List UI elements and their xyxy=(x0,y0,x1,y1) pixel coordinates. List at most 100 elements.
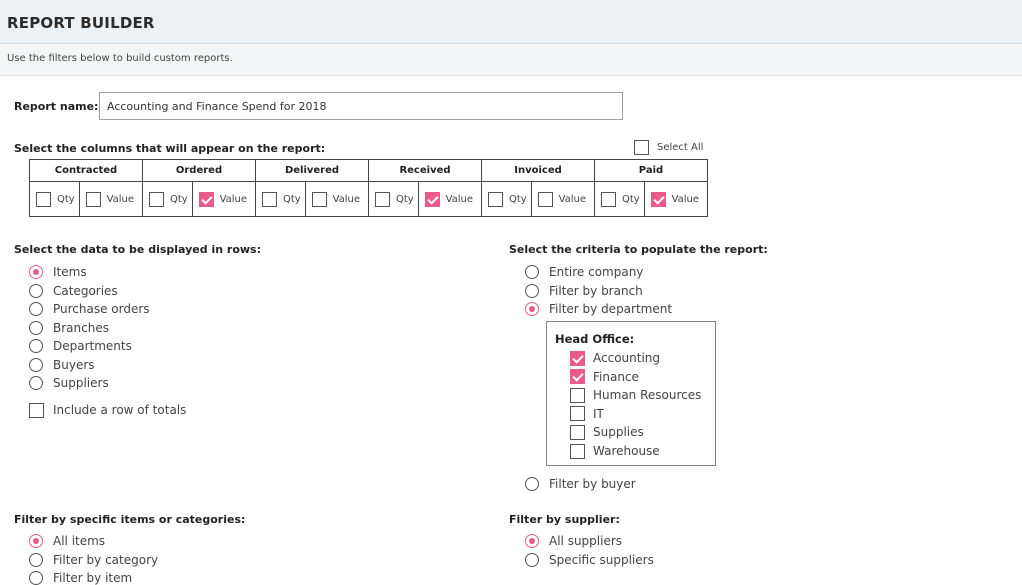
department-label: Human Resources xyxy=(593,388,702,403)
radio-branches[interactable]: Branches xyxy=(29,319,109,337)
radio-filter-by-item[interactable]: Filter by item xyxy=(29,569,132,585)
radio-circle[interactable] xyxy=(525,534,539,548)
department-checkbox[interactable] xyxy=(570,443,585,459)
radio-circle[interactable] xyxy=(29,339,43,353)
columns-table: Contracted Ordered Delivered Received Invoic… xyxy=(29,158,708,217)
value-label: Value xyxy=(558,193,587,205)
value-label: Value xyxy=(445,193,474,205)
delivered-value-checkbox[interactable] xyxy=(311,191,327,207)
radio-circle[interactable] xyxy=(29,571,43,585)
radio-label: Items xyxy=(53,265,87,279)
radio-circle[interactable] xyxy=(29,302,43,316)
department-checkbox[interactable] xyxy=(570,369,585,385)
radio-circle[interactable] xyxy=(525,265,539,279)
contracted-qty-option[interactable]: Qty xyxy=(30,191,79,207)
radio-items[interactable]: Items xyxy=(29,263,87,281)
radio-circle[interactable] xyxy=(29,552,43,567)
radio-circle[interactable] xyxy=(525,283,539,298)
department-human-resources[interactable]: Human Resources xyxy=(570,386,701,404)
radio-all-items[interactable]: All items xyxy=(29,532,105,550)
report-name-input[interactable] xyxy=(99,92,623,120)
paid-qty-option[interactable]: Qty xyxy=(595,191,644,207)
qty-label: Qty xyxy=(57,193,75,205)
ordered-value-option[interactable]: Value xyxy=(191,182,255,216)
column-group-options: Qty Value xyxy=(255,181,369,217)
totals-checkbox[interactable] xyxy=(29,402,44,418)
radio-label: Suppliers xyxy=(53,376,109,390)
radio-suppliers[interactable]: Suppliers xyxy=(29,374,109,392)
radio-circle[interactable] xyxy=(29,534,43,548)
invoiced-qty-checkbox[interactable] xyxy=(488,191,503,207)
radio-circle[interactable] xyxy=(525,552,539,567)
radio-circle[interactable] xyxy=(29,320,43,335)
radio-circle[interactable] xyxy=(525,477,539,491)
totals-option[interactable]: Include a row of totals xyxy=(29,401,186,419)
column-group-options: Qty Value xyxy=(29,181,143,217)
department-supplies[interactable]: Supplies xyxy=(570,423,644,441)
select-all[interactable]: Select All xyxy=(634,140,703,155)
department-checkbox[interactable] xyxy=(570,350,585,366)
radio-categories[interactable]: Categories xyxy=(29,282,118,300)
radio-departments[interactable]: Departments xyxy=(29,337,132,355)
qty-label: Qty xyxy=(170,193,188,205)
department-finance[interactable]: Finance xyxy=(570,368,639,386)
subheader: Use the filters below to build custom re… xyxy=(0,44,1022,76)
ordered-qty-option[interactable]: Qty xyxy=(143,191,192,207)
paid-value-option[interactable]: Value xyxy=(643,182,707,216)
paid-value-checkbox[interactable] xyxy=(650,191,666,207)
ordered-qty-checkbox[interactable] xyxy=(149,191,164,207)
contracted-qty-checkbox[interactable] xyxy=(36,191,51,207)
invoiced-value-checkbox[interactable] xyxy=(537,191,553,207)
department-accounting[interactable]: Accounting xyxy=(570,349,660,367)
received-value-checkbox[interactable] xyxy=(424,191,440,207)
select-all-checkbox[interactable] xyxy=(634,140,649,155)
column-group-options: Qty Value xyxy=(594,181,708,217)
radio-all-suppliers[interactable]: All suppliers xyxy=(525,532,622,550)
radio-label: All items xyxy=(53,534,106,548)
radio-specific-suppliers[interactable]: Specific suppliers xyxy=(525,551,654,569)
subheader-text: Use the filters below to build custom re… xyxy=(7,53,233,64)
radio-filter-by-buyer[interactable]: Filter by buyer xyxy=(525,475,636,493)
radio-buyers[interactable]: Buyers xyxy=(29,356,95,374)
contracted-value-checkbox[interactable] xyxy=(85,191,101,207)
page-header: REPORT BUILDER xyxy=(0,0,1022,44)
received-value-option[interactable]: Value xyxy=(417,182,481,216)
delivered-qty-checkbox[interactable] xyxy=(262,191,277,207)
received-qty-option[interactable]: Qty xyxy=(369,191,418,207)
radio-circle[interactable] xyxy=(29,376,43,390)
column-group-options: Qty Value xyxy=(481,181,595,217)
columns-heading: Select the columns that will appear on t… xyxy=(14,142,326,155)
delivered-qty-option[interactable]: Qty xyxy=(256,191,305,207)
radio-circle[interactable] xyxy=(29,283,43,298)
radio-label: Purchase orders xyxy=(53,302,150,316)
radio-filter-by-branch[interactable]: Filter by branch xyxy=(525,282,643,300)
radio-circle[interactable] xyxy=(29,265,43,279)
value-label: Value xyxy=(219,193,248,205)
radio-label: Branches xyxy=(53,320,109,335)
radio-circle[interactable] xyxy=(29,357,43,372)
radio-label: Filter by department xyxy=(549,302,673,316)
department-checkbox[interactable] xyxy=(570,406,585,422)
radio-entire-company[interactable]: Entire company xyxy=(525,263,643,281)
department-checkbox[interactable] xyxy=(570,424,585,440)
column-group-options: Qty Value xyxy=(368,181,482,217)
invoiced-qty-option[interactable]: Qty xyxy=(482,191,531,207)
column-group-delivered: Delivered xyxy=(255,158,369,183)
contracted-value-option[interactable]: Value xyxy=(78,182,142,216)
department-checkbox[interactable] xyxy=(570,387,585,403)
radio-label: Filter by branch xyxy=(549,283,643,298)
department-warehouse[interactable]: Warehouse xyxy=(570,442,660,460)
radio-label: Filter by item xyxy=(53,571,133,585)
delivered-value-option[interactable]: Value xyxy=(304,182,368,216)
ordered-value-checkbox[interactable] xyxy=(198,191,214,207)
radio-label: Filter by category xyxy=(53,552,159,567)
received-qty-checkbox[interactable] xyxy=(375,191,390,207)
radio-filter-by-category[interactable]: Filter by category xyxy=(29,551,158,569)
radio-filter-by-department[interactable]: Filter by department xyxy=(525,300,672,318)
paid-qty-checkbox[interactable] xyxy=(601,191,616,207)
invoiced-value-option[interactable]: Value xyxy=(530,182,594,216)
radio-label: Specific suppliers xyxy=(549,552,654,567)
radio-circle[interactable] xyxy=(525,302,539,316)
radio-purchase-orders[interactable]: Purchase orders xyxy=(29,300,150,318)
department-it[interactable]: IT xyxy=(570,405,604,423)
